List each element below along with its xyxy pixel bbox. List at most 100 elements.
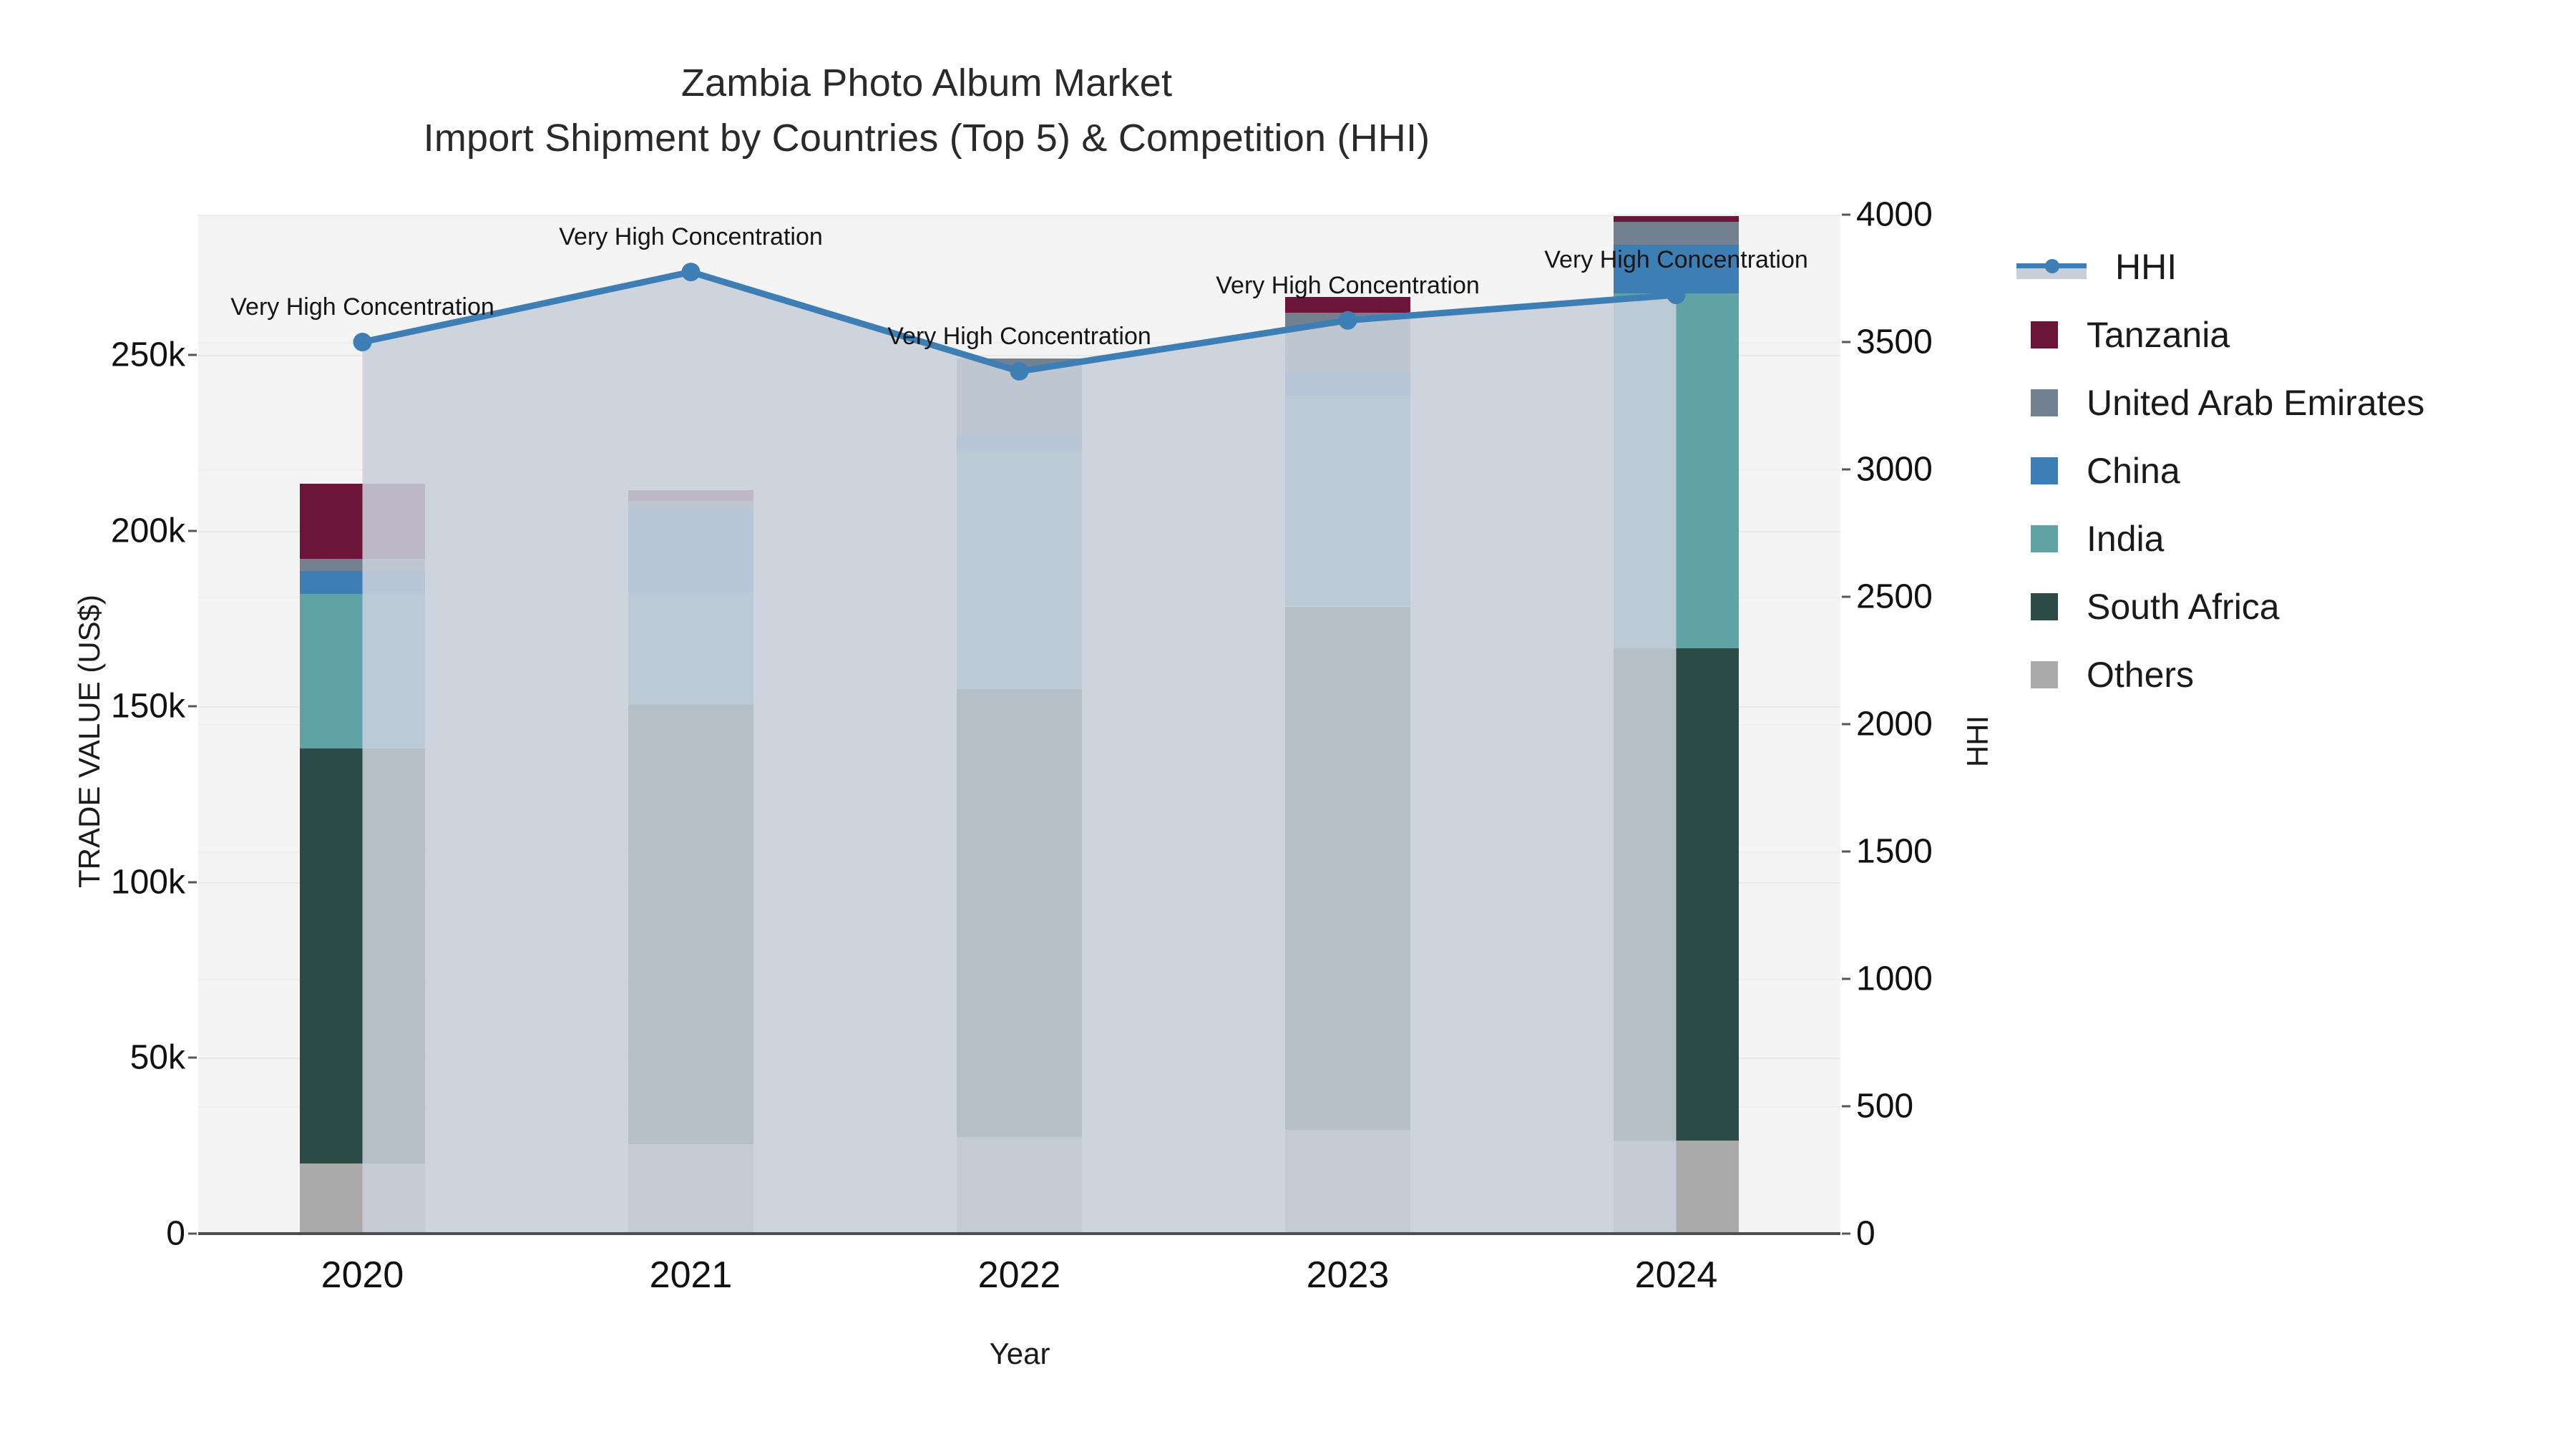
bar-segment-others[interactable]: [1285, 1130, 1410, 1234]
bar-segment-united-arab-emirates[interactable]: [300, 559, 425, 572]
legend-item-others[interactable]: Others: [2016, 640, 2546, 708]
y-left-tickmark: [188, 705, 197, 708]
bar-segment-united-arab-emirates[interactable]: [1614, 221, 1739, 245]
legend-color-swatch: [2031, 592, 2058, 620]
legend-line-swatch: [2016, 253, 2087, 280]
y-right-tickmark: [1842, 341, 1850, 343]
bar-segment-united-arab-emirates[interactable]: [628, 501, 753, 510]
bar-segment-india[interactable]: [957, 449, 1082, 689]
bar-group-2022[interactable]: [957, 215, 1082, 1234]
y-right-tick-label: 3500: [1856, 323, 1933, 361]
chart-title-line-1: Zambia Photo Album Market: [680, 62, 1173, 104]
y-left-tick-label: 100k: [110, 863, 185, 902]
y-right-tickmark: [1842, 977, 1850, 980]
legend-item-label: India: [2087, 518, 2165, 559]
bar-segment-tanzania[interactable]: [300, 483, 425, 560]
legend-item-tanzania[interactable]: Tanzania: [2016, 301, 2546, 369]
legend-color-swatch: [2031, 321, 2058, 348]
bar-segment-others[interactable]: [957, 1136, 1082, 1234]
annotation-2021: Very High Concentration: [559, 223, 823, 251]
bar-group-2023[interactable]: [1285, 215, 1410, 1234]
legend-item-label: HHI: [2115, 246, 2177, 287]
y-right-tickmark: [1842, 468, 1850, 471]
x-axis-title: Year: [989, 1337, 1050, 1370]
y-right-tickmark: [1842, 1105, 1850, 1108]
gridline-right: [198, 215, 1840, 216]
bar-segment-south-africa[interactable]: [957, 688, 1082, 1137]
annotation-2020: Very High Concentration: [230, 293, 494, 321]
bar-group-2021[interactable]: [628, 215, 753, 1234]
legend-line-dot: [2045, 258, 2059, 273]
bar-segment-united-arab-emirates[interactable]: [1285, 313, 1410, 373]
bar-segment-others[interactable]: [1614, 1140, 1739, 1234]
y-left-tick-label: 200k: [110, 512, 185, 550]
y-right-tick-label: 2000: [1856, 705, 1933, 743]
annotation-2023: Very High Concentration: [1216, 271, 1480, 299]
bar-segment-india[interactable]: [1614, 293, 1739, 649]
y-right-tick-label: 1000: [1856, 960, 1933, 998]
y-right-tickmark: [1842, 850, 1850, 853]
y-right-tick-label: 500: [1856, 1087, 1914, 1126]
y-left-tickmark: [188, 1056, 197, 1059]
chart-legend: HHI Tanzania United Arab Emirates China Indi…: [2016, 233, 2546, 708]
legend-item-label: Others: [2087, 654, 2195, 695]
bar-segment-south-africa[interactable]: [1285, 606, 1410, 1131]
bar-segment-south-africa[interactable]: [628, 704, 753, 1144]
bar-segment-china[interactable]: [957, 436, 1082, 450]
x-tick-2022: 2022: [977, 1254, 1061, 1296]
bar-segment-others[interactable]: [300, 1163, 425, 1234]
y-left-tick-label: 0: [166, 1214, 185, 1253]
y-right-tickmark: [1842, 723, 1850, 726]
bar-segment-india[interactable]: [300, 594, 425, 749]
bar-segment-india[interactable]: [628, 592, 753, 705]
bar-segment-united-arab-emirates[interactable]: [957, 358, 1082, 436]
x-tick-2021: 2021: [649, 1254, 733, 1296]
chart-title-line-2: Import Shipment by Countries (Top 5) & C…: [423, 116, 1430, 160]
bar-group-2024[interactable]: [1614, 215, 1739, 1234]
bar-segment-tanzania[interactable]: [1614, 216, 1739, 222]
annotation-2024: Very High Concentration: [1544, 246, 1808, 274]
legend-item-label: Tanzania: [2087, 314, 2230, 355]
legend-item-hhi[interactable]: HHI: [2016, 233, 2546, 301]
bar-segment-india[interactable]: [1285, 395, 1410, 607]
y-left-tickmark: [188, 881, 197, 884]
y-right-tick-label: 1500: [1856, 832, 1933, 871]
bar-segment-south-africa[interactable]: [300, 748, 425, 1163]
y-right-tick-label: 3000: [1856, 450, 1933, 489]
y-left-tickmark: [188, 353, 197, 356]
bar-segment-china[interactable]: [628, 509, 753, 592]
y-left-tickmark: [188, 530, 197, 532]
y-right-tickmark: [1842, 213, 1850, 216]
bar-segment-china[interactable]: [300, 571, 425, 595]
bar-segment-south-africa[interactable]: [1614, 648, 1739, 1141]
legend-color-swatch: [2031, 457, 2058, 484]
bar-group-2020[interactable]: [300, 215, 425, 1234]
legend-item-china[interactable]: China: [2016, 436, 2546, 504]
plot-clip: [198, 215, 1840, 1234]
y-right-tick-label: 2500: [1856, 577, 1933, 616]
y-left-tick-label: 150k: [110, 687, 185, 726]
legend-item-south-africa[interactable]: South Africa: [2016, 572, 2546, 640]
legend-color-swatch: [2031, 660, 2058, 688]
chart-title: Zambia Photo Album Market Import Shipmen…: [0, 56, 1853, 165]
bar-segment-others[interactable]: [628, 1143, 753, 1234]
bar-segment-china[interactable]: [1285, 372, 1410, 396]
legend-color-swatch: [2031, 389, 2058, 416]
y-right-tick-label: 0: [1856, 1214, 1875, 1253]
x-axis-rule: [198, 1232, 1840, 1235]
y-right-tick-label: 4000: [1856, 195, 1933, 234]
y-left-tickmark: [188, 1232, 197, 1235]
legend-item-label: United Arab Emirates: [2087, 382, 2425, 423]
y-right-tickmark: [1842, 595, 1850, 598]
y-axis-left-title: TRADE VALUE (US$): [72, 595, 106, 888]
annotation-2022: Very High Concentration: [887, 322, 1151, 350]
legend-color-swatch: [2031, 525, 2058, 552]
plot-area: [198, 215, 1840, 1234]
legend-item-india[interactable]: India: [2016, 504, 2546, 572]
y-axis-right-title: HHI: [1961, 715, 1995, 768]
legend-item-united-arab-emirates[interactable]: United Arab Emirates: [2016, 369, 2546, 436]
bar-segment-tanzania[interactable]: [628, 490, 753, 502]
y-right-tickmark: [1842, 1232, 1850, 1235]
x-tick-2020: 2020: [321, 1254, 404, 1296]
